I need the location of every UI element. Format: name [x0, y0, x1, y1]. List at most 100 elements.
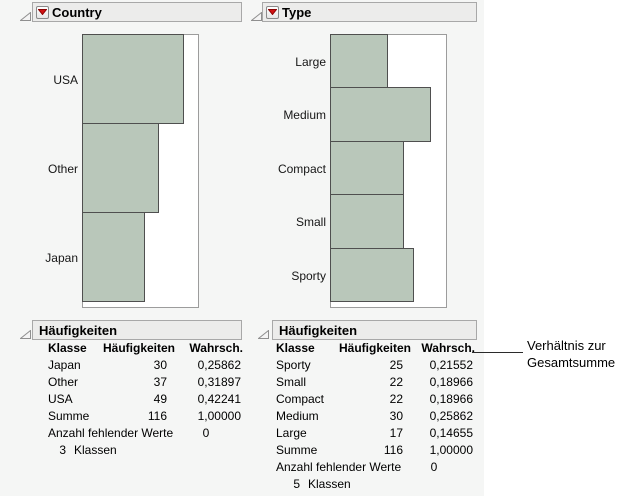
red-triangle-menu-icon[interactable] [36, 5, 49, 19]
table-row: Japan 30 0,25862 [48, 357, 243, 374]
bar-compact[interactable] [330, 141, 404, 195]
red-triangle-menu-icon[interactable] [266, 5, 279, 19]
country-outline-header: Country [32, 2, 242, 22]
table-cell: 49 [153, 392, 167, 406]
frequencies-table-country: Klasse Häufigkeiten Wahrsch. Japan 30 0,25862… [48, 340, 243, 459]
country-axis-labels: USA Other Japan [0, 34, 78, 308]
table-row: Large 17 0,14655 [276, 425, 475, 442]
table-cell: 0,31897 [197, 375, 241, 389]
frequencies-left-outline-header: Häufigkeiten [32, 320, 242, 340]
axis-label-small: Small [295, 215, 326, 229]
bar-large[interactable] [330, 34, 388, 88]
table-row: Summe 116 1,00000 [48, 408, 243, 425]
disclosure-triangle-icon[interactable] [19, 8, 31, 21]
classes-label: Klassen [74, 443, 117, 457]
table-cell: 0,18966 [429, 375, 473, 389]
callout-annotation-line2: Gesamtsumme [527, 355, 616, 370]
table-cell: 1,00000 [429, 443, 473, 457]
table-cell: Sporty [276, 358, 311, 372]
missing-values-count: 0 [430, 460, 438, 474]
frequencies-table-type: Klasse Häufigkeiten Wahrsch. Sporty 25 0,2155… [276, 340, 475, 493]
classes-count: 5 [293, 477, 300, 491]
column-header: Wahrsch. [421, 341, 475, 355]
frequencies-right-title: Häufigkeiten [279, 322, 358, 338]
table-row: USA 49 0,42241 [48, 391, 243, 408]
column-header: Häufigkeiten [338, 341, 411, 355]
table-header-row: Klasse Häufigkeiten Wahrsch. [48, 340, 243, 357]
table-cell: Other [48, 375, 79, 389]
axis-label-large: Large [295, 55, 326, 69]
axis-label-medium: Medium [283, 108, 326, 122]
type-title: Type [282, 4, 312, 20]
table-cell: 0,18966 [429, 392, 473, 406]
table-cell: 0,14655 [429, 426, 473, 440]
axis-label-japan: Japan [45, 251, 78, 265]
table-cell: 0,25862 [429, 409, 473, 423]
table-row: Compact 22 0,18966 [276, 391, 475, 408]
axis-label-compact: Compact [277, 162, 326, 176]
table-cell: 0,25862 [197, 358, 241, 372]
table-cell: 25 [389, 358, 403, 372]
axis-label-usa: USA [53, 73, 78, 87]
bar-medium[interactable] [330, 87, 431, 142]
missing-values-count: 0 [202, 426, 210, 440]
table-cell: 17 [389, 426, 403, 440]
table-row: Small 22 0,18966 [276, 374, 475, 391]
bar-small[interactable] [330, 194, 404, 249]
frequency-table: Klasse Häufigkeiten Wahrsch. Sporty 25 0,2155… [276, 340, 475, 459]
table-cell: USA [48, 392, 73, 406]
table-row: Summe 116 1,00000 [276, 442, 475, 459]
type-histogram: Large Medium Compact Small Sporty [248, 34, 448, 312]
missing-values-label: Anzahl fehlender Werte [48, 426, 174, 440]
column-header: Klasse [48, 341, 87, 355]
type-outline-header: Type [262, 2, 477, 22]
callout-line [472, 352, 523, 353]
country-histogram: USA Other Japan [0, 34, 200, 312]
table-cell: 1,00000 [197, 409, 241, 423]
table-cell: Large [276, 426, 307, 440]
axis-label-other: Other [47, 162, 78, 176]
classes-label: Klassen [308, 477, 351, 491]
column-header: Häufigkeiten [102, 341, 175, 355]
disclosure-triangle-icon[interactable] [19, 326, 31, 339]
frequencies-left-title: Häufigkeiten [39, 322, 118, 338]
table-cell: 30 [389, 409, 403, 423]
column-header: Klasse [276, 341, 315, 355]
callout-annotation-line1: Verhältnis zur [527, 338, 606, 353]
table-row: Other 37 0,31897 [48, 374, 243, 391]
bar-japan[interactable] [82, 212, 145, 302]
disclosure-triangle-icon[interactable] [250, 8, 262, 21]
bar-sporty[interactable] [330, 248, 414, 302]
table-cell: Compact [276, 392, 325, 406]
table-cell: Small [276, 375, 307, 389]
table-row: Medium 30 0,25862 [276, 408, 475, 425]
table-cell: 0,42241 [197, 392, 241, 406]
column-header: Wahrsch. [189, 341, 243, 355]
table-cell: 37 [153, 375, 167, 389]
disclosure-triangle-icon[interactable] [257, 326, 269, 339]
table-header-row: Klasse Häufigkeiten Wahrsch. [276, 340, 475, 357]
table-cell: Medium [276, 409, 319, 423]
table-row: Sporty 25 0,21552 [276, 357, 475, 374]
country-title: Country [52, 4, 102, 20]
missing-values-row: Anzahl fehlender Werte 0 [276, 459, 475, 476]
axis-label-sporty: Sporty [291, 269, 326, 283]
bar-other[interactable] [82, 123, 159, 213]
table-cell: Summe [276, 443, 318, 457]
classes-row: 3 Klassen [48, 442, 243, 459]
missing-values-label: Anzahl fehlender Werte [276, 460, 402, 474]
table-cell: Japan [48, 358, 81, 372]
bar-usa[interactable] [82, 34, 184, 124]
table-cell: Summe [48, 409, 90, 423]
type-plot-area[interactable] [330, 34, 447, 308]
table-cell: 30 [153, 358, 167, 372]
country-plot-area[interactable] [82, 34, 199, 308]
table-cell: 22 [389, 375, 403, 389]
table-cell: 0,21552 [429, 358, 473, 372]
type-axis-labels: Large Medium Compact Small Sporty [248, 34, 326, 308]
missing-values-row: Anzahl fehlender Werte 0 [48, 425, 243, 442]
classes-row: 5 Klassen [276, 476, 475, 493]
table-cell: 116 [147, 409, 167, 423]
frequencies-right-outline-header: Häufigkeiten [272, 320, 477, 340]
callout-annotation: Verhältnis zur Gesamtsumme [527, 337, 615, 371]
